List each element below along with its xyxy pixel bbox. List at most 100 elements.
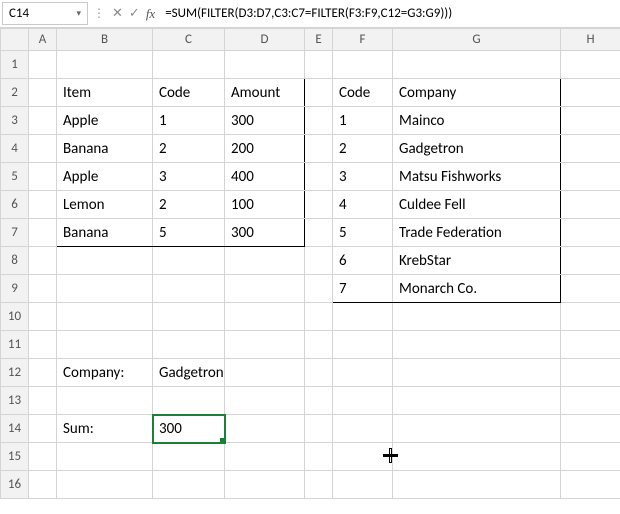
cell[interactable] <box>333 443 393 471</box>
cell[interactable] <box>393 331 561 359</box>
cell[interactable]: Banana <box>57 135 153 163</box>
row-header[interactable]: 7 <box>1 219 29 247</box>
cell[interactable] <box>29 247 57 275</box>
cell[interactable] <box>305 415 333 443</box>
cell[interactable]: Apple <box>57 163 153 191</box>
cell[interactable] <box>333 471 393 499</box>
cell[interactable] <box>561 359 620 387</box>
cell[interactable] <box>29 51 57 79</box>
row-header[interactable]: 8 <box>1 247 29 275</box>
row-header[interactable]: 14 <box>1 415 29 443</box>
row-header[interactable]: 10 <box>1 303 29 331</box>
cell[interactable] <box>393 471 561 499</box>
cell[interactable] <box>305 387 333 415</box>
cell[interactable] <box>225 331 305 359</box>
cell[interactable] <box>561 303 620 331</box>
cell[interactable] <box>305 303 333 331</box>
cell[interactable] <box>153 303 225 331</box>
cell[interactable]: 100 <box>225 191 305 219</box>
select-all-corner[interactable] <box>1 29 29 51</box>
row-header[interactable]: 11 <box>1 331 29 359</box>
cell[interactable] <box>305 443 333 471</box>
cell[interactable]: 5 <box>333 219 393 247</box>
cell[interactable] <box>153 275 225 303</box>
cell[interactable]: Monarch Co. <box>393 275 561 303</box>
cell[interactable] <box>561 79 620 107</box>
cell[interactable] <box>57 303 153 331</box>
cell[interactable] <box>225 247 305 275</box>
cell[interactable] <box>225 443 305 471</box>
cell[interactable]: 3 <box>153 163 225 191</box>
cell[interactable] <box>333 415 393 443</box>
cell[interactable] <box>29 135 57 163</box>
col-header-E[interactable]: E <box>305 29 333 51</box>
cell[interactable]: 2 <box>153 191 225 219</box>
cell[interactable]: KrebStar <box>393 247 561 275</box>
cell[interactable] <box>153 51 225 79</box>
cell[interactable] <box>305 107 333 135</box>
row-header[interactable]: 15 <box>1 443 29 471</box>
cell[interactable]: 6 <box>333 247 393 275</box>
cell[interactable] <box>333 331 393 359</box>
cell[interactable] <box>225 387 305 415</box>
cell[interactable] <box>393 415 561 443</box>
cell[interactable] <box>305 471 333 499</box>
cell[interactable] <box>225 359 305 387</box>
cell[interactable] <box>57 443 153 471</box>
cell[interactable]: Sum: <box>57 415 153 443</box>
cell[interactable]: 5 <box>153 219 225 247</box>
cell[interactable] <box>333 387 393 415</box>
cell[interactable] <box>29 163 57 191</box>
chevron-down-icon[interactable]: ▾ <box>76 8 81 19</box>
cell[interactable] <box>29 191 57 219</box>
cell[interactable]: Company <box>393 79 561 107</box>
row-header[interactable]: 6 <box>1 191 29 219</box>
cell[interactable] <box>305 191 333 219</box>
confirm-icon[interactable]: ✓ <box>129 6 140 21</box>
cell[interactable] <box>57 275 153 303</box>
cell[interactable] <box>561 191 620 219</box>
cell[interactable] <box>29 219 57 247</box>
cell[interactable]: Gadgetron <box>153 359 225 387</box>
cell[interactable] <box>29 359 57 387</box>
cell[interactable]: 3 <box>333 163 393 191</box>
cell[interactable] <box>225 415 305 443</box>
formula-input[interactable] <box>159 0 620 27</box>
cell[interactable] <box>29 471 57 499</box>
cell-selected[interactable]: 300 <box>153 415 225 443</box>
cell[interactable] <box>29 443 57 471</box>
col-header-H[interactable]: H <box>561 29 620 51</box>
cell[interactable]: 2 <box>333 135 393 163</box>
cell[interactable] <box>561 107 620 135</box>
col-header-C[interactable]: C <box>153 29 225 51</box>
cell[interactable]: Code <box>153 79 225 107</box>
cell[interactable]: Gadgetron <box>393 135 561 163</box>
cell[interactable]: Culdee Fell <box>393 191 561 219</box>
cell[interactable] <box>225 275 305 303</box>
row-header[interactable]: 4 <box>1 135 29 163</box>
cell[interactable] <box>225 51 305 79</box>
cell[interactable] <box>561 275 620 303</box>
cell[interactable]: Lemon <box>57 191 153 219</box>
cell[interactable] <box>305 275 333 303</box>
cell[interactable] <box>305 359 333 387</box>
cell[interactable]: Banana <box>57 219 153 247</box>
cell[interactable]: Mainco <box>393 107 561 135</box>
cell[interactable] <box>561 51 620 79</box>
cell[interactable] <box>305 219 333 247</box>
col-header-F[interactable]: F <box>333 29 393 51</box>
cell[interactable] <box>225 303 305 331</box>
cell[interactable] <box>29 387 57 415</box>
cell[interactable] <box>57 331 153 359</box>
cell[interactable] <box>561 415 620 443</box>
cell[interactable]: 7 <box>333 275 393 303</box>
name-box[interactable]: C14 ▾ <box>2 2 88 25</box>
cell[interactable]: Company: <box>57 359 153 387</box>
col-header-G[interactable]: G <box>393 29 561 51</box>
cell[interactable] <box>561 443 620 471</box>
cell[interactable] <box>153 443 225 471</box>
cell[interactable] <box>57 51 153 79</box>
cell[interactable] <box>333 303 393 331</box>
cell[interactable]: Amount <box>225 79 305 107</box>
cell[interactable] <box>29 79 57 107</box>
